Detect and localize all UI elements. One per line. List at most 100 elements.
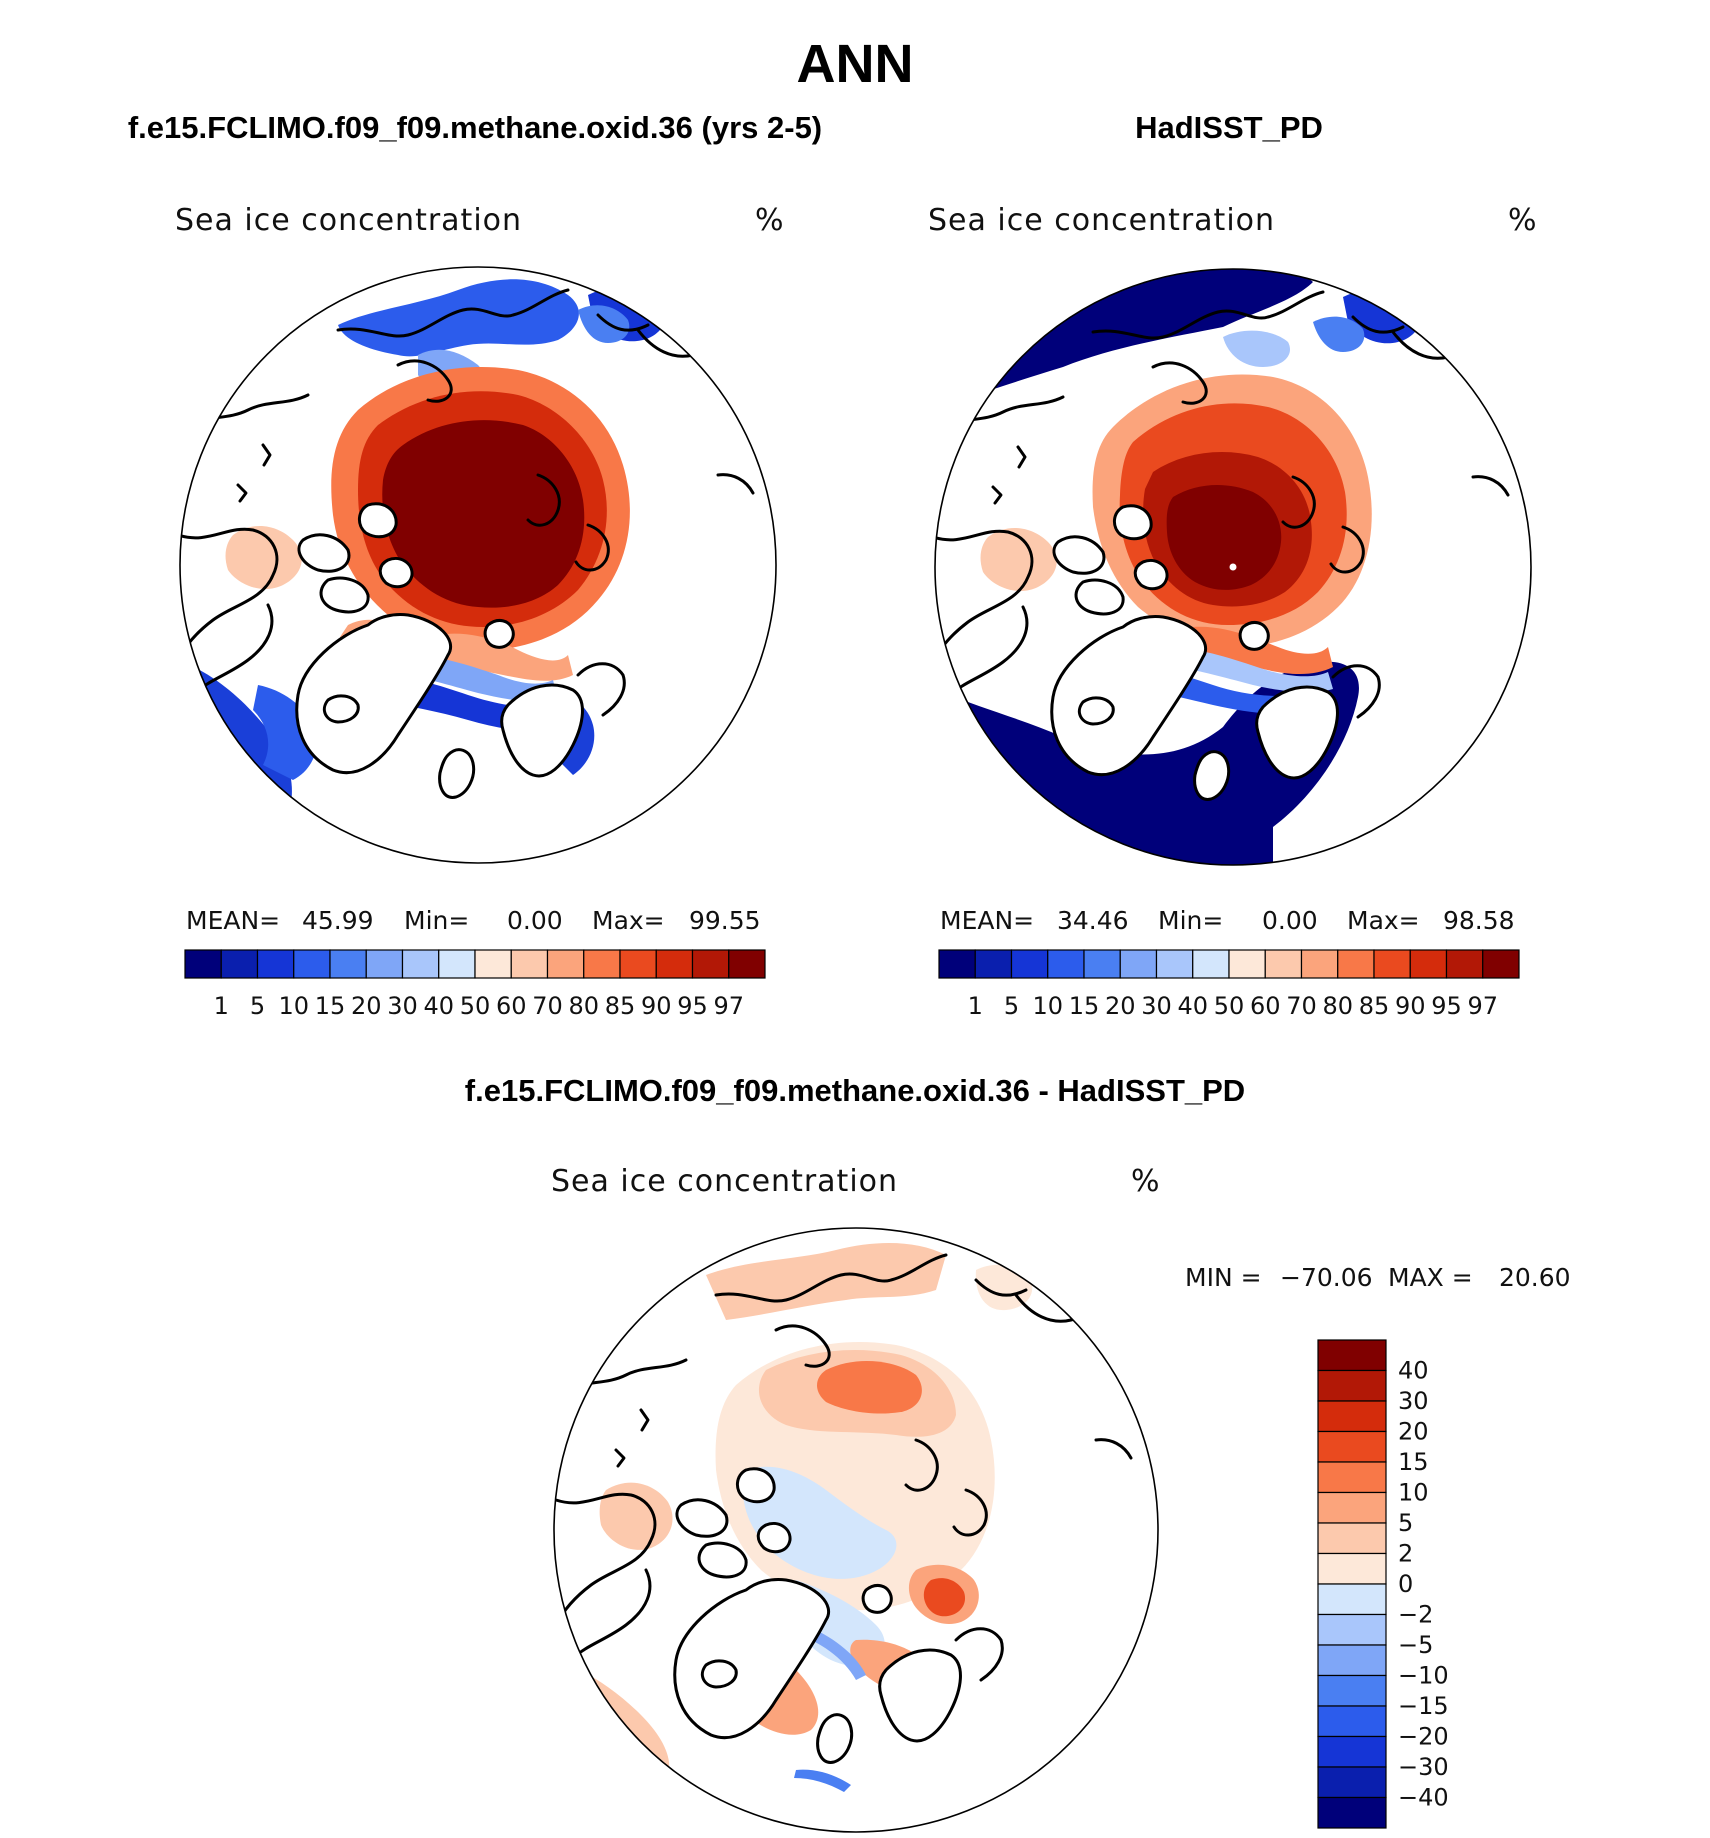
colorbar-swatch <box>1119 949 1158 979</box>
colorbar-swatch <box>1317 1644 1387 1677</box>
colorbar-tick-label: 1 <box>968 992 983 1020</box>
colorbar-swatch <box>691 949 730 979</box>
colorbar-swatch <box>1482 949 1520 979</box>
colorbar-swatch <box>583 949 621 979</box>
colorbar-swatch <box>1317 1674 1387 1707</box>
panel-obs-max-value: 98.58 <box>1443 906 1515 935</box>
map-model <box>180 267 776 863</box>
panel-diff-max-value: 20.60 <box>1499 1263 1571 1292</box>
colorbar-swatch <box>438 949 476 979</box>
colorbar-swatch <box>1083 949 1121 979</box>
colorbar-swatch <box>728 949 766 979</box>
colorbar-tick-label: 90 <box>1395 992 1426 1020</box>
colorbar-tick-label: 97 <box>1467 992 1498 1020</box>
colorbar-swatch <box>1317 1552 1387 1585</box>
panel-diff-min-value: −70.06 <box>1280 1263 1373 1292</box>
colorbar-swatch <box>1409 949 1448 979</box>
colorbar-swatch <box>510 949 549 979</box>
panel-model-field-label: Sea ice concentration <box>175 203 522 238</box>
colorbar-tick-label: 80 <box>568 992 599 1020</box>
panel-diff: f.e15.FCLIMO.f09_f09.methane.oxid.36 - H… <box>465 1073 1571 1833</box>
panel-diff-title: f.e15.FCLIMO.f09_f09.methane.oxid.36 - H… <box>465 1073 1245 1108</box>
colorbar-tick-label: 30 <box>1398 1387 1429 1415</box>
colorbar-tick-label: 95 <box>1431 992 1462 1020</box>
colorbar-tick-label: −5 <box>1398 1631 1433 1659</box>
colorbar-tick-label: 50 <box>1214 992 1245 1020</box>
colorbar-tick-label: 10 <box>278 992 309 1020</box>
colorbar-swatch <box>256 949 295 979</box>
colorbar-tick-label: 85 <box>605 992 636 1020</box>
colorbar-tick-label: 90 <box>641 992 672 1020</box>
colorbar-tick-label: 40 <box>1177 992 1208 1020</box>
colorbar-tick-label: 0 <box>1398 1570 1413 1598</box>
colorbar-swatch <box>619 949 657 979</box>
colorbar-swatch <box>1192 949 1230 979</box>
colorbar-swatch <box>184 949 222 979</box>
colorbar-tick-label: 10 <box>1032 992 1063 1020</box>
panel-obs-field-label: Sea ice concentration <box>928 203 1275 238</box>
colorbar-swatch <box>1373 949 1411 979</box>
colorbar-swatch <box>1010 949 1049 979</box>
colorbar-tick-label: 30 <box>1141 992 1172 1020</box>
colorbar-tick-label: −15 <box>1398 1692 1449 1720</box>
colorbar-tick-label: 15 <box>315 992 346 1020</box>
panel-model-mean-value: 45.99 <box>302 906 374 935</box>
colorbar-tick-label: 30 <box>387 992 418 1020</box>
panel-model-min-value: 0.00 <box>507 906 563 935</box>
panel-diff-units: % <box>1131 1164 1160 1199</box>
colorbar-swatch <box>1264 949 1303 979</box>
colorbar-swatch <box>365 949 404 979</box>
colorbar-tick-label: 60 <box>1250 992 1281 1020</box>
colorbar-swatch <box>1317 1766 1387 1799</box>
colorbar-swatch <box>1317 1735 1387 1768</box>
colorbar-tick-label: −20 <box>1398 1723 1449 1751</box>
colorbar-swatch <box>938 949 976 979</box>
colorbar-swatch <box>655 949 694 979</box>
colorbar-tick-label: 2 <box>1398 1540 1413 1568</box>
colorbar-tick-label: 20 <box>351 992 382 1020</box>
colorbar-obs-ticks: 1 5 10 15 20 30 40 50 60 70 80 85 90 95 97 <box>968 992 1498 1020</box>
colorbar-tick-label: 15 <box>1398 1448 1429 1476</box>
panel-obs-max-label: Max= <box>1347 906 1420 935</box>
colorbar-tick-label: 20 <box>1398 1418 1429 1446</box>
colorbar-tick-label: 15 <box>1069 992 1100 1020</box>
colorbar-tick-label: 40 <box>423 992 454 1020</box>
panel-obs-units: % <box>1508 203 1537 238</box>
panel-obs-mean-value: 34.46 <box>1057 906 1129 935</box>
panel-model-min-label: Min= <box>404 906 469 935</box>
panel-model-mean-label: MEAN= <box>186 906 280 935</box>
colorbar-swatch <box>293 949 331 979</box>
colorbar-tick-label: 40 <box>1398 1357 1429 1385</box>
panel-model-title: f.e15.FCLIMO.f09_f09.methane.oxid.36 (yr… <box>128 110 822 145</box>
panel-obs-min-value: 0.00 <box>1262 906 1318 935</box>
colorbar-tick-label: 50 <box>460 992 491 1020</box>
colorbar-tick-label: −40 <box>1398 1784 1449 1812</box>
map-diff <box>554 1228 1158 1832</box>
panel-obs: HadISST_PD Sea ice concentration % <box>928 110 1537 1020</box>
colorbar-obs <box>938 949 1520 979</box>
colorbar-swatch <box>1155 949 1194 979</box>
colorbar-tick-label: 70 <box>1286 992 1317 1020</box>
main-title: ANN <box>797 34 914 94</box>
colorbar-swatch <box>974 949 1013 979</box>
colorbar-swatch <box>1047 949 1085 979</box>
panel-obs-title: HadISST_PD <box>1135 110 1323 145</box>
colorbar-tick-label: −2 <box>1398 1601 1433 1629</box>
colorbar-swatch <box>1317 1369 1387 1402</box>
panel-model-units: % <box>755 203 784 238</box>
colorbar-tick-label: 5 <box>1398 1509 1413 1537</box>
colorbar-model-ticks: 1 5 10 15 20 30 40 50 60 70 80 85 90 95 97 <box>214 992 744 1020</box>
colorbar-swatch <box>1317 1583 1387 1616</box>
colorbar-swatch <box>1317 1522 1387 1555</box>
panel-diff-max-label: MAX = <box>1388 1263 1473 1292</box>
colorbar-tick-label: 20 <box>1105 992 1136 1020</box>
colorbar-tick-label: 70 <box>532 992 563 1020</box>
colorbar-swatch <box>329 949 367 979</box>
colorbar-swatch <box>401 949 440 979</box>
panel-obs-min-label: Min= <box>1158 906 1223 935</box>
map-obs <box>935 269 1531 865</box>
colorbar-model <box>184 949 766 979</box>
panel-model: f.e15.FCLIMO.f09_f09.methane.oxid.36 (yr… <box>128 110 822 1020</box>
colorbar-swatch <box>1317 1705 1387 1738</box>
colorbar-swatch <box>1317 1461 1387 1494</box>
